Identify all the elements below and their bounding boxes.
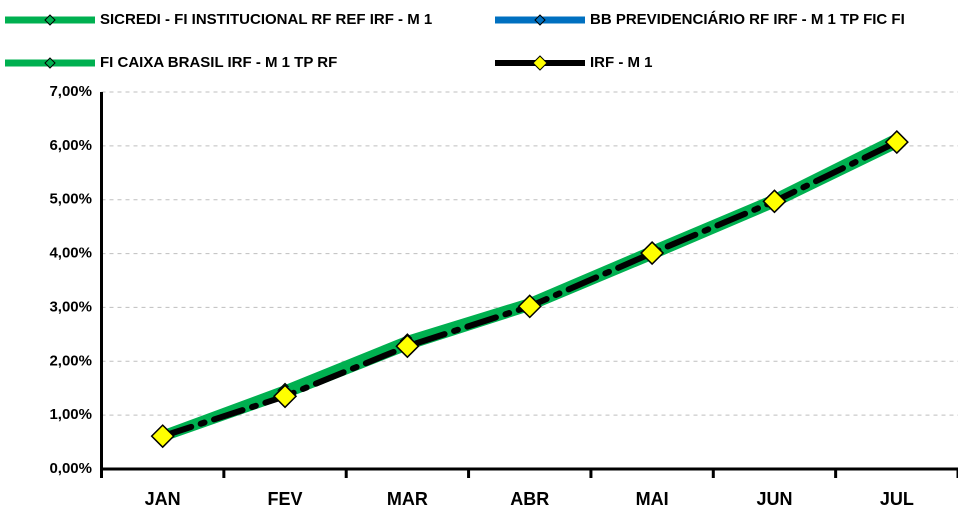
y-tick-label: 1,00% [49,406,92,423]
legend-marker [44,14,56,26]
marker [640,240,665,266]
series-line [157,133,902,441]
x-tick-label: FEV [268,489,303,509]
legend-label: IRF - M 1 [590,54,653,71]
y-tick-label: 2,00% [49,352,92,369]
legend-label: FI CAIXA BRASIL IRF - M 1 TP RF [100,54,337,71]
legend-marker [534,14,546,26]
x-tick-label: ABR [510,489,549,509]
y-tick-label: 7,00% [49,83,92,100]
x-tick-label: MAI [636,489,669,509]
y-tick-label: 4,00% [49,245,92,262]
legend-label: BB PREVIDENCIÁRIO RF IRF - M 1 TP FIC FI [590,11,905,28]
legend-marker [44,57,56,69]
y-tick-label: 0,00% [49,460,92,477]
marker [150,424,175,449]
legend-marker [532,55,548,71]
legend-label: SICREDI - FI INSTITUCIONAL RF REF IRF - … [100,11,432,28]
y-tick-label: 3,00% [49,298,92,315]
series-line [157,138,902,442]
marker [395,334,420,359]
marker [517,294,542,319]
x-tick-label: MAR [387,489,428,509]
x-tick-label: JUN [756,489,792,509]
marker [762,189,787,214]
x-tick-label: JUL [880,489,914,509]
marker [272,384,298,409]
x-tick-label: JAN [145,489,181,509]
y-tick-label: 5,00% [49,191,92,208]
y-tick-label: 6,00% [49,137,92,154]
marker [884,130,909,155]
